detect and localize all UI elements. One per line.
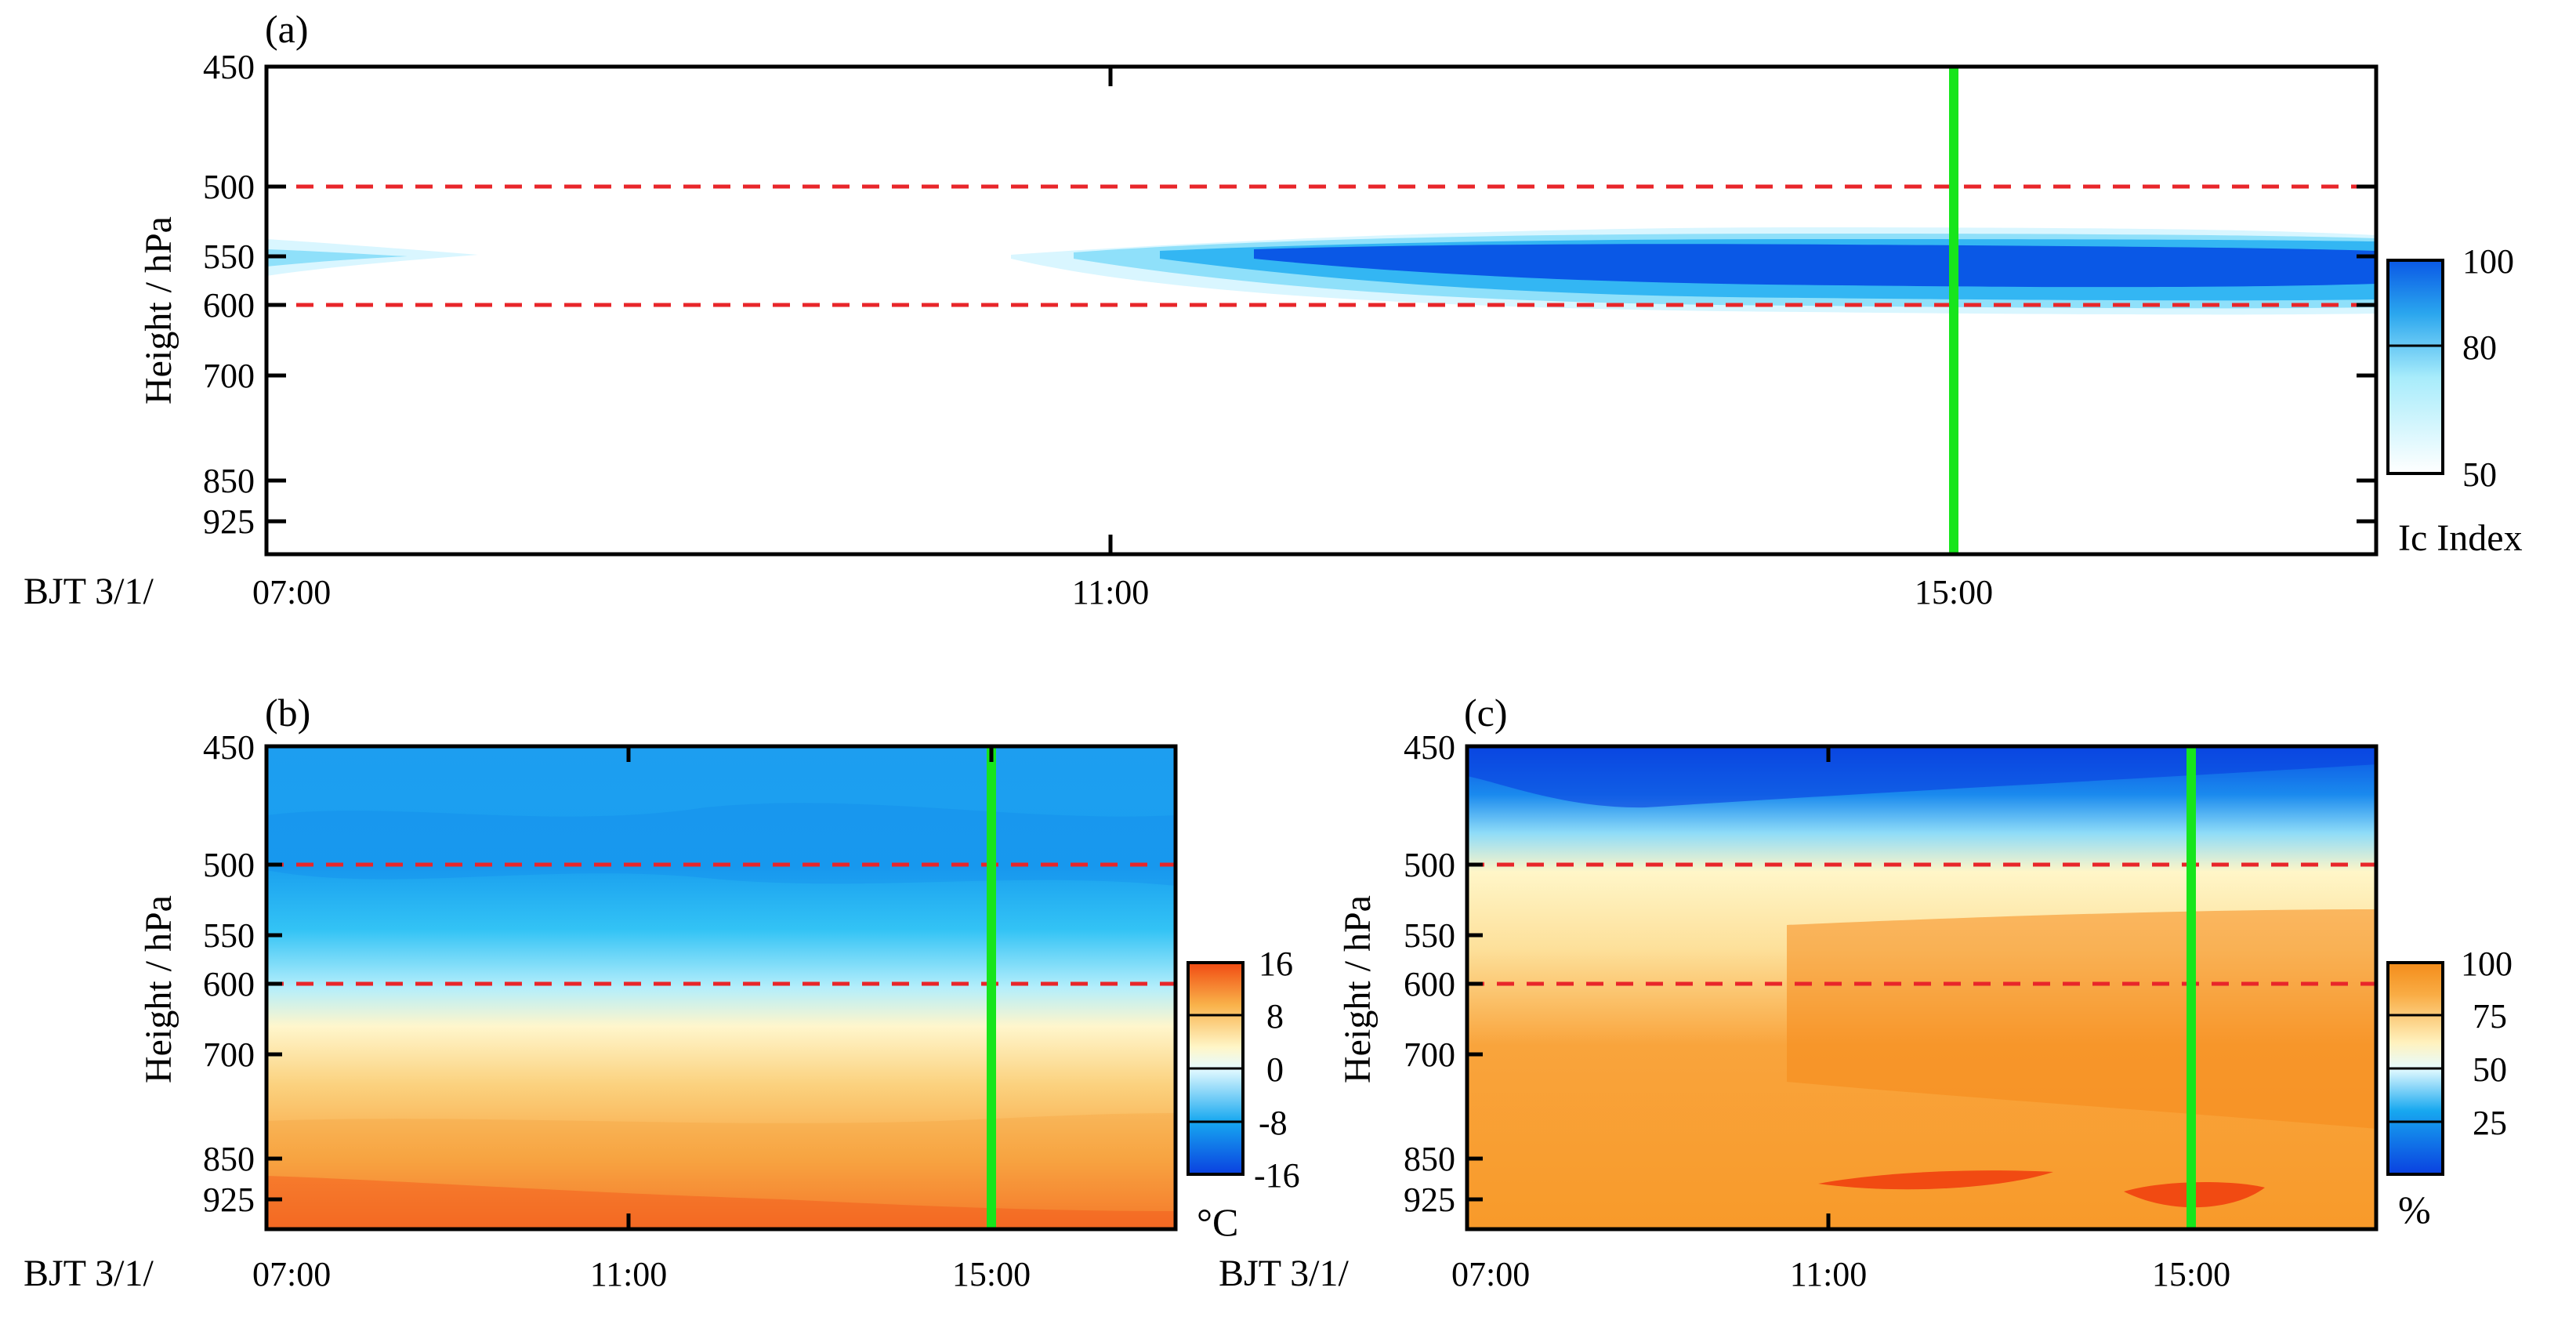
panel-c-ticks	[1467, 746, 1831, 1229]
colorbar-tick-label: -16	[1254, 1156, 1300, 1195]
panel-a-xprefix: BJT 3/1/	[24, 571, 154, 612]
y-tick: 500	[1404, 846, 1455, 884]
panel-a: (a) 450 500 550 600 700 8	[24, 7, 2523, 612]
y-tick: 550	[203, 238, 255, 276]
panel-b: (b) 450 500 550 600 700 850 925 Height /…	[24, 691, 1300, 1294]
y-tick: 500	[203, 846, 255, 884]
panel-c-xprefix: BJT 3/1/	[1219, 1253, 1349, 1294]
panel-b-plot-area	[266, 746, 1176, 1229]
panel-a-label: (a)	[265, 7, 309, 51]
y-tick: 600	[1404, 965, 1455, 1003]
y-tick: 850	[203, 1140, 255, 1178]
rh-contour-saturated	[1818, 1170, 2053, 1190]
panel-b-frame	[264, 744, 1178, 1232]
colorbar-tick-label: 8	[1266, 997, 1284, 1036]
x-tick: 11:00	[1072, 573, 1150, 611]
colorbar-label: Ic Index	[2398, 517, 2523, 559]
panel-c-y-ticks: 450 500 550 600 700 850 925	[1404, 728, 1455, 1219]
colorbar-tick-label: 50	[2473, 1050, 2507, 1089]
y-tick: 700	[1404, 1036, 1455, 1074]
panel-c-ylabel: Height / hPa	[1337, 895, 1379, 1083]
y-tick: 850	[203, 462, 255, 500]
panel-b-label: (b)	[265, 691, 310, 735]
colorbar-tick-label: 100	[2462, 242, 2514, 281]
colorbar-tick-label: 25	[2473, 1104, 2507, 1142]
colorbar-tick-label: -8	[1259, 1104, 1288, 1142]
panel-b-ticks	[266, 746, 994, 1229]
y-tick: 700	[203, 357, 255, 395]
y-tick: 450	[1404, 728, 1455, 767]
panel-b-ylabel: Height / hPa	[138, 895, 179, 1083]
x-tick: 15:00	[1915, 573, 1993, 611]
panel-a-y-ticks: 450 500 550 600 700 850 925	[203, 48, 255, 541]
colorbar-tick-label: 50	[2462, 455, 2497, 494]
y-tick: 600	[203, 286, 255, 325]
panel-a-frame	[264, 64, 2379, 557]
panel-b-xprefix: BJT 3/1/	[24, 1253, 154, 1294]
y-tick: 925	[203, 1181, 255, 1219]
x-tick: 11:00	[590, 1255, 668, 1293]
temp-contour-warm	[266, 1113, 1176, 1229]
y-tick: 600	[203, 965, 255, 1003]
x-tick: 15:00	[2152, 1255, 2230, 1293]
panel-b-y-ticks: 450 500 550 600 700 850 925	[203, 728, 255, 1219]
x-tick: 15:00	[952, 1255, 1031, 1293]
y-tick: 500	[203, 168, 255, 206]
y-tick: 550	[203, 916, 255, 955]
colorbar-tick-label: 100	[2461, 945, 2513, 983]
colorbar-tick-label: 80	[2462, 328, 2497, 367]
y-tick: 925	[203, 502, 255, 541]
rh-contour-dry	[1467, 746, 2376, 808]
panel-c-frame	[1465, 744, 2379, 1232]
x-tick: 07:00	[252, 1255, 331, 1293]
y-tick: 925	[1404, 1181, 1455, 1219]
colorbar-tick-label: 16	[1259, 945, 1293, 983]
y-tick: 850	[1404, 1140, 1455, 1178]
panel-a-ylabel: Height / hPa	[138, 216, 179, 404]
panel-a-ticks	[266, 67, 2376, 554]
panel-c: (c) 450 500 550 600 700 850 925 Height /…	[1219, 691, 2513, 1294]
colorbar-tick-label: 0	[1266, 1050, 1284, 1089]
y-tick: 550	[1404, 916, 1455, 955]
x-tick: 07:00	[252, 573, 331, 611]
colorbar-tick-label: 75	[2473, 997, 2507, 1036]
y-tick: 700	[203, 1036, 255, 1074]
temp-contour-cold	[266, 803, 1176, 886]
temp-contour-hot	[266, 1176, 1176, 1229]
colorbar-label: %	[2398, 1188, 2431, 1232]
ic-band-left-inner	[266, 249, 408, 267]
panel-a-colorbar	[2386, 259, 2444, 475]
colorbar-label: °C	[1197, 1200, 1238, 1244]
x-tick: 07:00	[1451, 1255, 1530, 1293]
ic-band-core	[1254, 244, 2376, 288]
y-tick: 450	[203, 48, 255, 86]
panel-c-label: (c)	[1464, 691, 1508, 735]
x-tick: 11:00	[1790, 1255, 1868, 1293]
rh-contour-moist	[1787, 909, 2376, 1129]
y-tick: 450	[203, 728, 255, 767]
